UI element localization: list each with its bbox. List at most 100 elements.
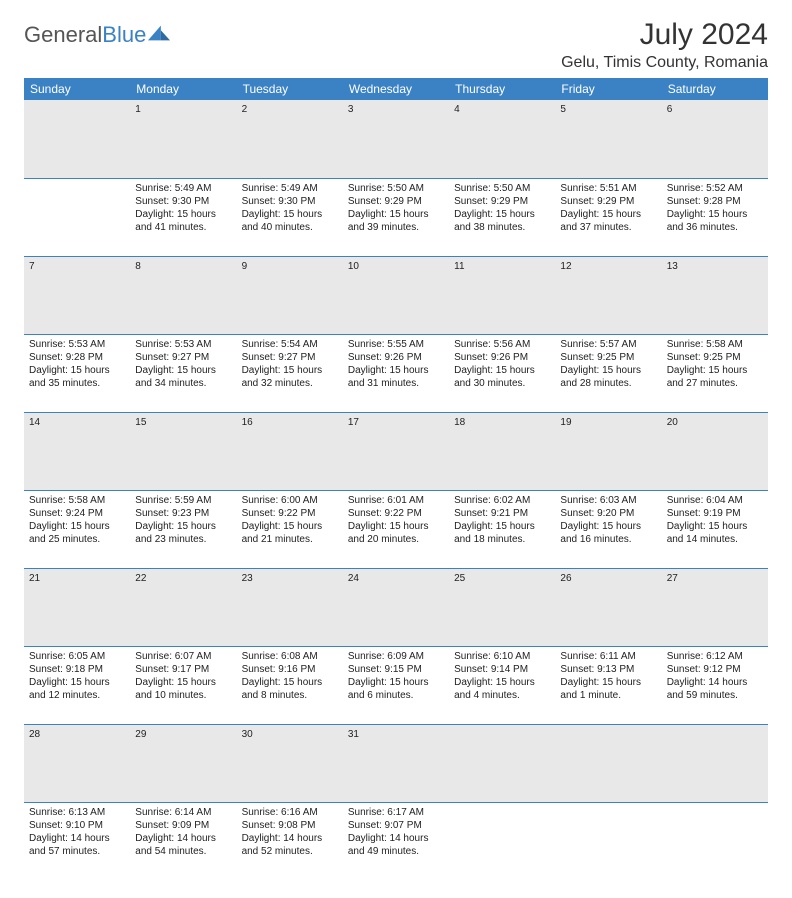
sunset-text: Sunset: 9:18 PM bbox=[29, 663, 125, 676]
sunset-text: Sunset: 9:30 PM bbox=[242, 195, 338, 208]
sunrise-text: Sunrise: 5:57 AM bbox=[560, 338, 656, 351]
logo-triangle-icon bbox=[148, 25, 170, 41]
week-row: Sunrise: 6:05 AMSunset: 9:18 PMDaylight:… bbox=[24, 646, 768, 724]
day1-text: Daylight: 15 hours bbox=[242, 208, 338, 221]
day-number-row: 78910111213 bbox=[24, 256, 768, 334]
day1-text: Daylight: 15 hours bbox=[135, 208, 231, 221]
day-cell: Sunrise: 5:59 AMSunset: 9:23 PMDaylight:… bbox=[130, 490, 236, 568]
day1-text: Daylight: 15 hours bbox=[348, 364, 444, 377]
sunrise-text: Sunrise: 6:01 AM bbox=[348, 494, 444, 507]
day2-text: and 36 minutes. bbox=[667, 221, 763, 234]
day-number: 12 bbox=[555, 256, 661, 334]
day2-text: and 4 minutes. bbox=[454, 689, 550, 702]
calendar-body: 123456Sunrise: 5:49 AMSunset: 9:30 PMDay… bbox=[24, 100, 768, 880]
day1-text: Daylight: 15 hours bbox=[454, 364, 550, 377]
day-cell bbox=[555, 802, 661, 880]
day2-text: and 49 minutes. bbox=[348, 845, 444, 858]
day-number-row: 123456 bbox=[24, 100, 768, 178]
logo-word-1: General bbox=[24, 22, 102, 47]
day2-text: and 32 minutes. bbox=[242, 377, 338, 390]
day-number: 17 bbox=[343, 412, 449, 490]
day-cell: Sunrise: 6:00 AMSunset: 9:22 PMDaylight:… bbox=[237, 490, 343, 568]
sunset-text: Sunset: 9:30 PM bbox=[135, 195, 231, 208]
day-number bbox=[24, 100, 130, 178]
day-number: 1 bbox=[130, 100, 236, 178]
sunrise-text: Sunrise: 5:52 AM bbox=[667, 182, 763, 195]
day-cell: Sunrise: 6:13 AMSunset: 9:10 PMDaylight:… bbox=[24, 802, 130, 880]
day-number: 26 bbox=[555, 568, 661, 646]
day-cell bbox=[662, 802, 768, 880]
day1-text: Daylight: 14 hours bbox=[667, 676, 763, 689]
day1-text: Daylight: 15 hours bbox=[242, 364, 338, 377]
sunset-text: Sunset: 9:10 PM bbox=[29, 819, 125, 832]
day-cell: Sunrise: 5:50 AMSunset: 9:29 PMDaylight:… bbox=[343, 178, 449, 256]
day-cell: Sunrise: 5:56 AMSunset: 9:26 PMDaylight:… bbox=[449, 334, 555, 412]
sunrise-text: Sunrise: 5:50 AM bbox=[348, 182, 444, 195]
weekday-header: Sunday bbox=[24, 78, 130, 100]
day-cell: Sunrise: 6:08 AMSunset: 9:16 PMDaylight:… bbox=[237, 646, 343, 724]
sunset-text: Sunset: 9:16 PM bbox=[242, 663, 338, 676]
sunrise-text: Sunrise: 6:04 AM bbox=[667, 494, 763, 507]
sunrise-text: Sunrise: 5:55 AM bbox=[348, 338, 444, 351]
day-cell: Sunrise: 6:07 AMSunset: 9:17 PMDaylight:… bbox=[130, 646, 236, 724]
day-number: 4 bbox=[449, 100, 555, 178]
day-cell: Sunrise: 6:16 AMSunset: 9:08 PMDaylight:… bbox=[237, 802, 343, 880]
day1-text: Daylight: 15 hours bbox=[667, 208, 763, 221]
day-number: 5 bbox=[555, 100, 661, 178]
weekday-header: Saturday bbox=[662, 78, 768, 100]
location-label: Gelu, Timis County, Romania bbox=[561, 54, 768, 72]
day2-text: and 40 minutes. bbox=[242, 221, 338, 234]
day1-text: Daylight: 15 hours bbox=[454, 520, 550, 533]
day-number: 28 bbox=[24, 724, 130, 802]
sunrise-text: Sunrise: 6:08 AM bbox=[242, 650, 338, 663]
day2-text: and 34 minutes. bbox=[135, 377, 231, 390]
day1-text: Daylight: 14 hours bbox=[29, 832, 125, 845]
sunrise-text: Sunrise: 5:54 AM bbox=[242, 338, 338, 351]
sunrise-text: Sunrise: 6:14 AM bbox=[135, 806, 231, 819]
sunset-text: Sunset: 9:09 PM bbox=[135, 819, 231, 832]
sunset-text: Sunset: 9:25 PM bbox=[667, 351, 763, 364]
day-number: 14 bbox=[24, 412, 130, 490]
day2-text: and 6 minutes. bbox=[348, 689, 444, 702]
day1-text: Daylight: 15 hours bbox=[454, 208, 550, 221]
day1-text: Daylight: 15 hours bbox=[560, 364, 656, 377]
day-number: 20 bbox=[662, 412, 768, 490]
day-cell: Sunrise: 6:10 AMSunset: 9:14 PMDaylight:… bbox=[449, 646, 555, 724]
day1-text: Daylight: 15 hours bbox=[348, 676, 444, 689]
day1-text: Daylight: 15 hours bbox=[454, 676, 550, 689]
week-row: Sunrise: 6:13 AMSunset: 9:10 PMDaylight:… bbox=[24, 802, 768, 880]
sunrise-text: Sunrise: 6:12 AM bbox=[667, 650, 763, 663]
day2-text: and 28 minutes. bbox=[560, 377, 656, 390]
day-number: 11 bbox=[449, 256, 555, 334]
sunset-text: Sunset: 9:21 PM bbox=[454, 507, 550, 520]
sunset-text: Sunset: 9:22 PM bbox=[242, 507, 338, 520]
day-number: 18 bbox=[449, 412, 555, 490]
day2-text: and 21 minutes. bbox=[242, 533, 338, 546]
day1-text: Daylight: 15 hours bbox=[242, 676, 338, 689]
sunrise-text: Sunrise: 6:10 AM bbox=[454, 650, 550, 663]
day1-text: Daylight: 15 hours bbox=[135, 676, 231, 689]
day-cell: Sunrise: 6:03 AMSunset: 9:20 PMDaylight:… bbox=[555, 490, 661, 568]
day1-text: Daylight: 15 hours bbox=[242, 520, 338, 533]
sunset-text: Sunset: 9:24 PM bbox=[29, 507, 125, 520]
sunset-text: Sunset: 9:26 PM bbox=[348, 351, 444, 364]
day-number: 23 bbox=[237, 568, 343, 646]
weekday-header: Wednesday bbox=[343, 78, 449, 100]
day2-text: and 59 minutes. bbox=[667, 689, 763, 702]
week-row: Sunrise: 5:58 AMSunset: 9:24 PMDaylight:… bbox=[24, 490, 768, 568]
header: GeneralBlue July 2024 Gelu, Timis County… bbox=[24, 18, 768, 72]
day2-text: and 54 minutes. bbox=[135, 845, 231, 858]
week-row: Sunrise: 5:49 AMSunset: 9:30 PMDaylight:… bbox=[24, 178, 768, 256]
month-title: July 2024 bbox=[561, 18, 768, 52]
day2-text: and 12 minutes. bbox=[29, 689, 125, 702]
day-number: 10 bbox=[343, 256, 449, 334]
day-cell: Sunrise: 5:58 AMSunset: 9:24 PMDaylight:… bbox=[24, 490, 130, 568]
day-cell: Sunrise: 6:09 AMSunset: 9:15 PMDaylight:… bbox=[343, 646, 449, 724]
day-number: 19 bbox=[555, 412, 661, 490]
sunset-text: Sunset: 9:20 PM bbox=[560, 507, 656, 520]
sunset-text: Sunset: 9:28 PM bbox=[29, 351, 125, 364]
day-cell bbox=[24, 178, 130, 256]
day2-text: and 52 minutes. bbox=[242, 845, 338, 858]
day-number: 24 bbox=[343, 568, 449, 646]
day-cell: Sunrise: 6:12 AMSunset: 9:12 PMDaylight:… bbox=[662, 646, 768, 724]
